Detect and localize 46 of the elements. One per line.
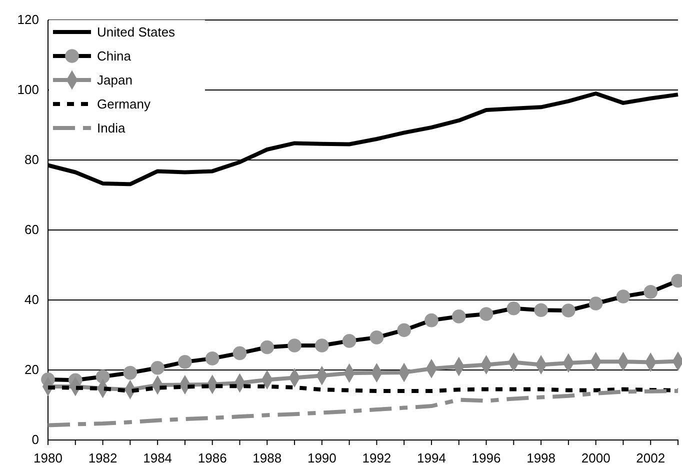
- legend-label: China: [97, 48, 132, 64]
- x-tick-label: 1994: [417, 450, 446, 466]
- point: [588, 296, 603, 310]
- point: [205, 352, 220, 366]
- x-tick-label: 2000: [581, 450, 610, 466]
- point: [288, 338, 302, 352]
- point: [370, 330, 384, 344]
- x-tick-label: 1988: [252, 450, 282, 466]
- point: [397, 323, 411, 337]
- point: [479, 307, 494, 321]
- point: [96, 370, 110, 384]
- x-tick-label: 1996: [472, 450, 501, 466]
- x-tick-label: 1984: [143, 450, 172, 466]
- line-series: [46, 389, 680, 428]
- point: [123, 366, 138, 380]
- x-tick-label: 1986: [198, 450, 227, 466]
- point: [260, 340, 274, 354]
- legend-label: Japan: [97, 72, 132, 88]
- y-tick-label: 60: [24, 222, 39, 238]
- legend-label: Germany: [97, 96, 151, 112]
- x-tick-label: 2002: [636, 450, 666, 466]
- point: [534, 303, 548, 318]
- point: [562, 304, 576, 318]
- y-tick-label: 40: [24, 292, 39, 308]
- point: [315, 338, 329, 352]
- point: [424, 313, 438, 328]
- point: [506, 302, 521, 316]
- y-tick-label: 80: [24, 152, 39, 168]
- legend-label: India: [97, 120, 126, 136]
- x-tick-label: 1998: [526, 450, 556, 466]
- y-tick-label: 100: [17, 82, 39, 98]
- point: [150, 361, 164, 375]
- legend-label: United States: [97, 24, 176, 40]
- y-tick-label: 20: [24, 362, 39, 378]
- point: [616, 290, 630, 304]
- x-tick-label: 1990: [307, 450, 336, 466]
- point: [452, 310, 466, 324]
- point: [644, 285, 658, 299]
- x-tick-label: 1992: [362, 450, 392, 466]
- y-tick-label: 120: [17, 12, 39, 28]
- x-tick-label: 1980: [34, 450, 62, 466]
- y-tick-label: 0: [32, 432, 39, 448]
- point: [178, 355, 192, 369]
- x-tick-label: 1982: [88, 450, 118, 466]
- point: [342, 334, 356, 348]
- point: [232, 346, 247, 360]
